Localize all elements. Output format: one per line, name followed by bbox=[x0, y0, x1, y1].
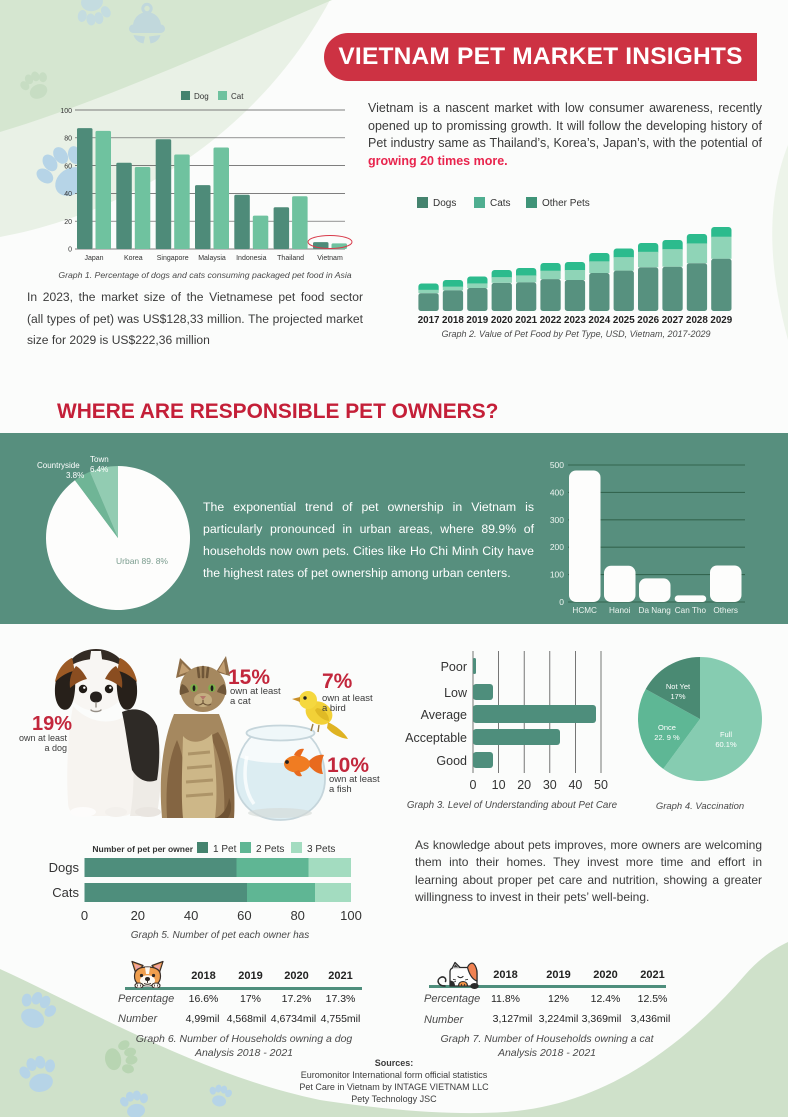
svg-text:2025: 2025 bbox=[613, 315, 635, 326]
svg-text:2028: 2028 bbox=[686, 315, 708, 326]
svg-text:HCMC: HCMC bbox=[572, 606, 597, 615]
svg-text:Indonesia: Indonesia bbox=[236, 255, 266, 262]
svg-text:Thailand: Thailand bbox=[277, 255, 304, 262]
svg-text:0: 0 bbox=[559, 597, 564, 607]
svg-text:Acceptable: Acceptable bbox=[405, 731, 467, 745]
svg-text:60.1%: 60.1% bbox=[715, 740, 737, 749]
svg-text:2017: 2017 bbox=[418, 315, 440, 326]
svg-text:2018: 2018 bbox=[442, 315, 464, 326]
svg-text:400: 400 bbox=[550, 487, 564, 497]
svg-text:Singapore: Singapore bbox=[157, 255, 189, 262]
svg-text:Other Pets: Other Pets bbox=[542, 198, 590, 209]
svg-text:Average: Average bbox=[421, 708, 467, 722]
svg-text:3.8%: 3.8% bbox=[66, 471, 84, 480]
svg-text:1 Pet: 1 Pet bbox=[213, 844, 237, 855]
svg-text:0: 0 bbox=[470, 778, 477, 792]
svg-text:2029: 2029 bbox=[710, 315, 732, 326]
svg-text:80: 80 bbox=[290, 908, 304, 923]
svg-text:Cat: Cat bbox=[231, 92, 244, 101]
svg-text:Full: Full bbox=[720, 730, 732, 739]
svg-text:Urban 89. 8%: Urban 89. 8% bbox=[116, 556, 168, 566]
svg-text:20: 20 bbox=[64, 219, 72, 226]
svg-text:2 Pets: 2 Pets bbox=[256, 844, 284, 855]
svg-text:80: 80 bbox=[64, 136, 72, 143]
svg-text:300: 300 bbox=[550, 515, 564, 525]
svg-text:Vietnam: Vietnam bbox=[317, 255, 343, 262]
svg-text:Japan: Japan bbox=[84, 255, 103, 262]
svg-text:Low: Low bbox=[444, 686, 468, 700]
svg-text:3 Pets: 3 Pets bbox=[307, 844, 335, 855]
svg-text:22. 9 %: 22. 9 % bbox=[654, 733, 680, 742]
svg-text:40: 40 bbox=[568, 778, 582, 792]
svg-text:60: 60 bbox=[237, 908, 251, 923]
svg-text:2026: 2026 bbox=[637, 315, 659, 326]
svg-text:60: 60 bbox=[64, 163, 72, 170]
svg-text:Not Yet: Not Yet bbox=[666, 682, 691, 691]
svg-text:500: 500 bbox=[550, 460, 564, 470]
svg-text:2019: 2019 bbox=[466, 315, 488, 326]
svg-text:100: 100 bbox=[60, 108, 72, 115]
svg-text:Others: Others bbox=[713, 606, 738, 615]
svg-text:0: 0 bbox=[81, 908, 88, 923]
svg-text:40: 40 bbox=[64, 191, 72, 198]
svg-text:50: 50 bbox=[594, 778, 608, 792]
svg-text:2021: 2021 bbox=[515, 315, 537, 326]
svg-text:Dogs: Dogs bbox=[49, 860, 80, 875]
svg-text:Countryside: Countryside bbox=[37, 461, 80, 470]
svg-text:Dog: Dog bbox=[194, 92, 209, 101]
svg-text:200: 200 bbox=[550, 542, 564, 552]
svg-text:100: 100 bbox=[340, 908, 362, 923]
svg-text:2022: 2022 bbox=[540, 315, 562, 326]
svg-text:6.4%: 6.4% bbox=[90, 465, 108, 474]
svg-text:Town: Town bbox=[90, 455, 109, 464]
svg-text:Hanoi: Hanoi bbox=[609, 606, 631, 615]
svg-text:Dogs: Dogs bbox=[433, 198, 456, 209]
svg-text:30: 30 bbox=[543, 778, 557, 792]
svg-text:40: 40 bbox=[184, 908, 198, 923]
svg-text:Poor: Poor bbox=[441, 660, 467, 674]
svg-text:Da Nang: Da Nang bbox=[639, 606, 672, 615]
svg-text:10: 10 bbox=[492, 778, 506, 792]
svg-text:20: 20 bbox=[517, 778, 531, 792]
svg-text:Once: Once bbox=[658, 723, 676, 732]
svg-text:20: 20 bbox=[131, 908, 145, 923]
svg-text:17%: 17% bbox=[670, 692, 685, 701]
svg-text:2023: 2023 bbox=[564, 315, 586, 326]
svg-text:Cats: Cats bbox=[490, 198, 511, 209]
svg-text:2027: 2027 bbox=[662, 315, 684, 326]
svg-text:2024: 2024 bbox=[588, 315, 610, 326]
svg-text:0: 0 bbox=[68, 247, 72, 254]
svg-text:Can Tho: Can Tho bbox=[675, 606, 707, 615]
svg-text:Malaysia: Malaysia bbox=[198, 255, 226, 262]
svg-text:Number of pet per owner: Number of pet per owner bbox=[92, 844, 193, 854]
svg-text:2020: 2020 bbox=[491, 315, 513, 326]
svg-text:Good: Good bbox=[436, 754, 467, 768]
svg-text:Cats: Cats bbox=[52, 885, 79, 900]
svg-text:Korea: Korea bbox=[124, 255, 143, 262]
svg-text:100: 100 bbox=[550, 570, 564, 580]
